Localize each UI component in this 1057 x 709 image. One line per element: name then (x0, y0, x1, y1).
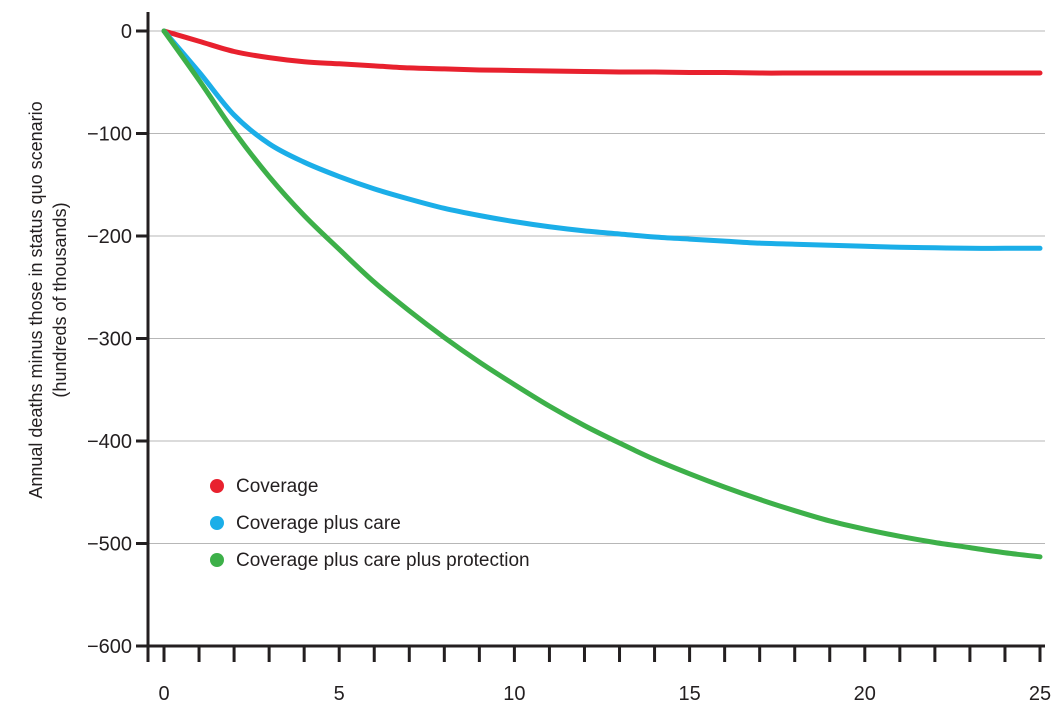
y-tick-label: −100 (87, 124, 132, 146)
legend-marker (210, 553, 224, 567)
tick-labels: 0 −100 −200 −300 −400 −500 −600 0 5 10 15 20 25 (87, 21, 1051, 705)
x-tick-label: 15 (678, 683, 700, 705)
legend: Coverage Coverage plus care Coverage plus … (210, 476, 530, 571)
y-tick-label: −400 (87, 431, 132, 453)
legend-label: Coverage plus care (236, 513, 401, 534)
legend-marker (210, 516, 224, 530)
y-axis-title-line: (hundreds of thousands) (50, 202, 70, 397)
series-lines (161, 28, 1043, 560)
series-line-1 (161, 28, 1043, 76)
axes (136, 12, 1045, 662)
x-tick-label: 25 (1029, 683, 1051, 705)
grid-lines (148, 30, 1045, 544)
x-tick-label: 20 (854, 683, 876, 705)
y-axis-title: Annual deaths minus those in status quo … (26, 101, 70, 498)
y-axis-title-group: Annual deaths minus those in status quo … (26, 101, 70, 498)
y-tick-label: −500 (87, 534, 132, 556)
x-tick-label: 0 (158, 683, 169, 705)
y-axis-title-line: Annual deaths minus those in status quo … (26, 101, 46, 498)
y-tick-label: −600 (87, 636, 132, 658)
series-line-3 (161, 28, 1043, 560)
series-line-2 (161, 28, 1043, 251)
y-tick-label: 0 (121, 21, 132, 43)
legend-marker (210, 479, 224, 493)
x-tick-label: 5 (334, 683, 345, 705)
y-tick-label: −200 (87, 226, 132, 248)
x-tick-label: 10 (503, 683, 525, 705)
legend-label: Coverage plus care plus protection (236, 550, 530, 571)
y-tick-label: −300 (87, 329, 132, 351)
legend-label: Coverage (236, 476, 318, 497)
